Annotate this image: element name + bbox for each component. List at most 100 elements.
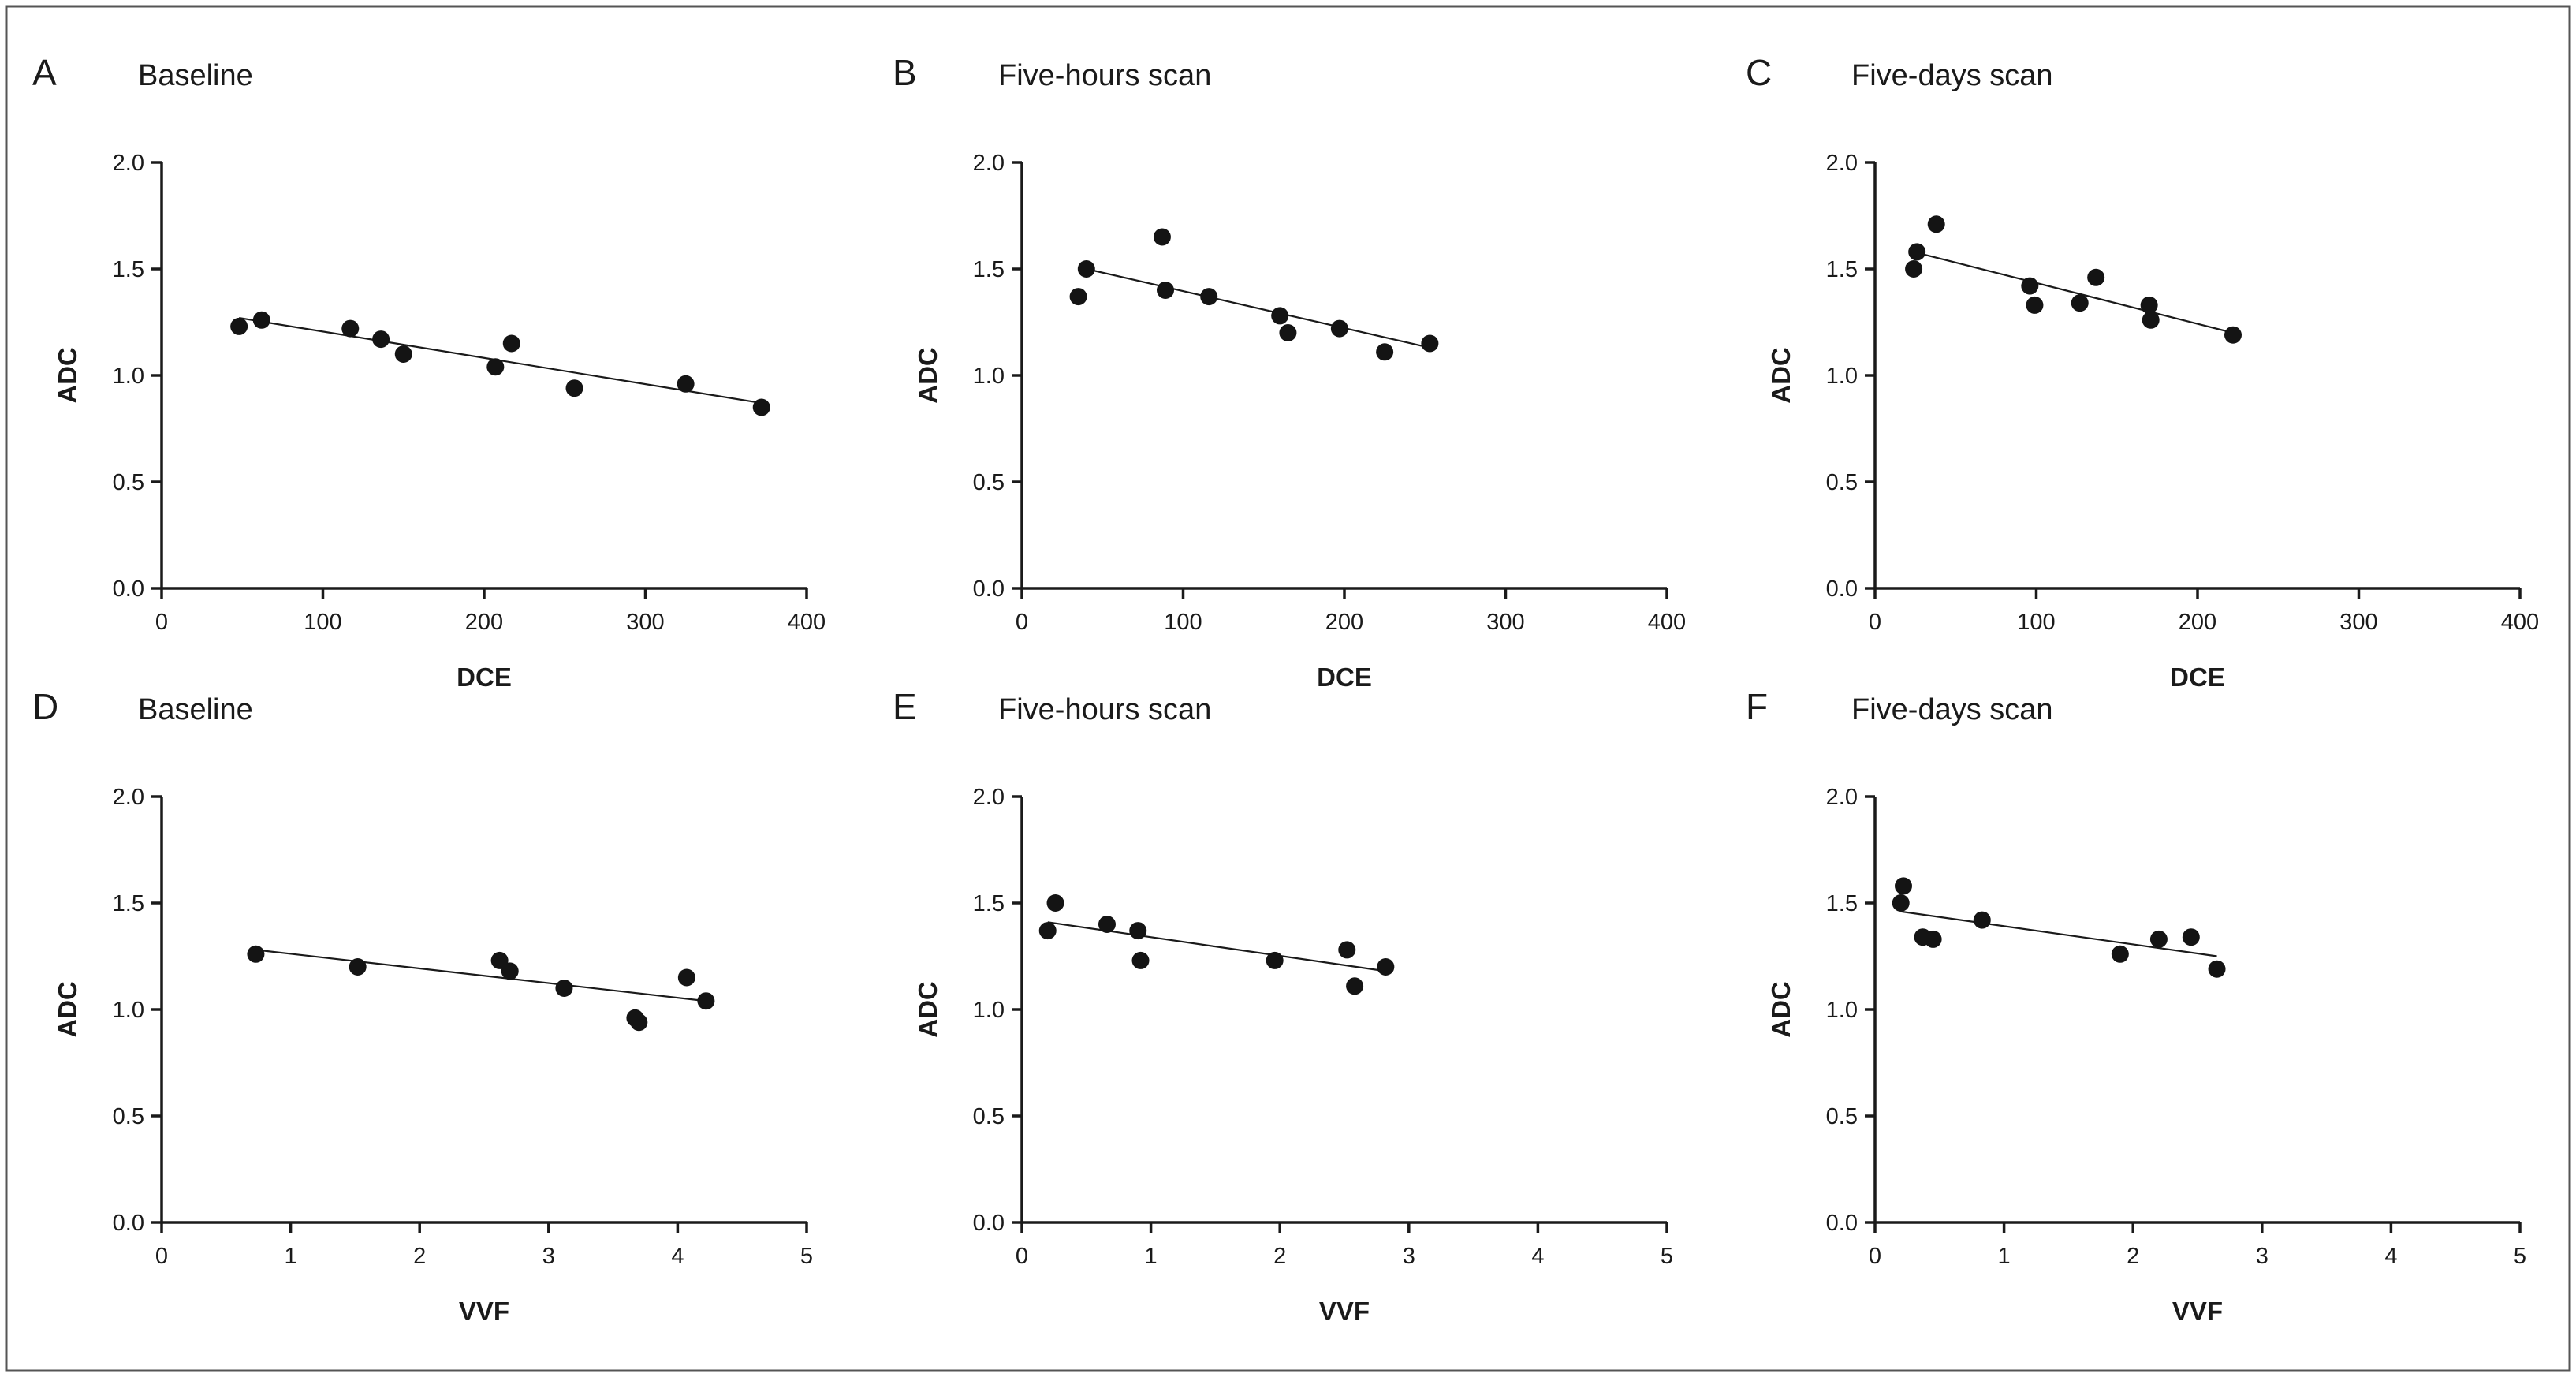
x-axis-title: DCE — [2170, 662, 2225, 692]
y-tick-label: 1.0 — [973, 998, 1005, 1023]
data-point — [2149, 930, 2168, 948]
panel-letter: B — [893, 52, 917, 93]
data-point — [1279, 324, 1297, 341]
data-point — [1924, 930, 1942, 948]
data-point — [1157, 282, 1175, 299]
x-tick-label: 3 — [2256, 1244, 2268, 1269]
y-axis-title: ADC — [1766, 981, 1795, 1038]
panel-letter: A — [32, 52, 57, 93]
data-point — [697, 992, 715, 1010]
panel-b: B Five-hours scan 0.0 0.5 1.0 1.5 2.0 0 100 200 30… — [893, 52, 1686, 692]
y-tick-label: 1.5 — [1826, 891, 1858, 916]
data-point — [1892, 894, 1910, 912]
panel-title: Baseline — [138, 693, 253, 726]
data-point — [1271, 307, 1289, 325]
data-point — [1266, 951, 1284, 969]
panel-title: Five-days scan — [1851, 59, 2053, 92]
data-point — [1905, 260, 1923, 278]
data-point — [1131, 951, 1150, 969]
data-point — [1973, 911, 1991, 929]
y-tick-label: 0.5 — [1826, 470, 1858, 495]
data-point — [341, 319, 360, 338]
y-tick-label: 1.5 — [973, 257, 1005, 282]
y-tick-label: 2.0 — [113, 785, 144, 810]
x-tick-label: 0 — [1016, 1244, 1028, 1269]
x-tick-label: 400 — [2501, 610, 2539, 635]
data-point — [2142, 311, 2160, 329]
data-point — [502, 334, 520, 353]
y-tick-label: 0.5 — [1826, 1104, 1858, 1129]
x-tick-label: 0 — [1869, 610, 1881, 635]
x-tick-label: 300 — [1486, 610, 1524, 635]
y-tick-label: 1.5 — [973, 891, 1005, 916]
data-point — [1069, 288, 1087, 306]
panel-a: A Baseline 0.0 0.5 1.0 1.5 2.0 0 100 200 300 400 DCE… — [32, 52, 826, 692]
data-point — [2111, 945, 2129, 963]
panel-e: E Five-hours scan 0.0 0.5 1.0 1.5 2.0 0 1 2 3 4 5 VVF… — [893, 686, 1673, 1326]
panel-letter: C — [1746, 52, 1772, 93]
data-point — [1894, 877, 1912, 895]
data-point — [677, 375, 695, 393]
panel-letter: D — [32, 686, 58, 727]
data-point — [394, 345, 412, 363]
x-axis-title: VVF — [459, 1297, 509, 1326]
data-point — [1377, 958, 1395, 976]
data-point — [2224, 326, 2242, 344]
data-point — [1421, 334, 1439, 353]
y-tick-label: 2.0 — [973, 785, 1005, 810]
y-tick-label: 2.0 — [1826, 785, 1858, 810]
y-tick-label: 0.5 — [973, 1104, 1005, 1129]
data-point — [2208, 960, 2226, 978]
x-tick-label: 4 — [671, 1244, 684, 1269]
x-tick-label: 1 — [1145, 1244, 1158, 1269]
x-tick-label: 3 — [542, 1244, 555, 1269]
data-point — [247, 945, 265, 963]
panel-title: Five-hours scan — [998, 693, 1211, 726]
data-point — [486, 358, 505, 376]
x-tick-label: 100 — [1164, 610, 1202, 635]
y-axis-title: ADC — [913, 347, 942, 404]
x-tick-label: 200 — [2179, 610, 2216, 635]
panel-d: D Baseline 0.0 0.5 1.0 1.5 2.0 0 1 2 3 4 5 VVF ADC — [32, 686, 813, 1326]
x-tick-label: 0 — [155, 1244, 168, 1269]
panel-letter: F — [1746, 686, 1768, 727]
y-axis-title: ADC — [53, 347, 82, 404]
data-point — [1098, 916, 1116, 933]
y-tick-label: 1.5 — [1826, 257, 1858, 282]
regression-line — [1913, 251, 2234, 334]
y-tick-label: 1.0 — [1826, 364, 1858, 389]
regression-line — [1086, 267, 1430, 349]
y-tick-label: 1.5 — [113, 891, 144, 916]
x-axis-title: DCE — [457, 662, 512, 692]
data-point — [1153, 228, 1171, 246]
panel-letter: E — [893, 686, 917, 727]
x-tick-label: 300 — [2339, 610, 2377, 635]
panel-f: F Five-days scan 0.0 0.5 1.0 1.5 2.0 0 1 2 3 4 5 VVF A… — [1746, 686, 2526, 1326]
data-point — [1346, 977, 1364, 995]
y-tick-label: 1.0 — [113, 364, 144, 389]
x-axis-title: VVF — [2172, 1297, 2223, 1326]
data-point — [565, 379, 583, 397]
data-point — [252, 311, 270, 329]
figure-border — [5, 5, 2571, 1372]
data-point — [1376, 343, 1394, 361]
data-point — [1038, 922, 1057, 940]
data-point — [2071, 294, 2089, 312]
x-tick-label: 0 — [155, 610, 168, 635]
data-point — [1077, 260, 1095, 278]
y-axis-title: ADC — [53, 981, 82, 1038]
x-tick-label: 3 — [1403, 1244, 1415, 1269]
panel-title: Five-hours scan — [998, 59, 1211, 92]
y-tick-label: 0.0 — [1826, 577, 1858, 602]
data-point — [1046, 894, 1064, 912]
x-axis-title: VVF — [1319, 1297, 1370, 1326]
y-tick-label: 0.0 — [973, 1211, 1005, 1236]
y-tick-label: 0.0 — [973, 577, 1005, 602]
panel-title: Baseline — [138, 59, 253, 92]
data-point — [349, 958, 367, 976]
data-point — [677, 968, 695, 987]
y-tick-label: 0.5 — [113, 1104, 144, 1129]
regression-line — [255, 949, 706, 1002]
data-point — [2182, 928, 2200, 946]
